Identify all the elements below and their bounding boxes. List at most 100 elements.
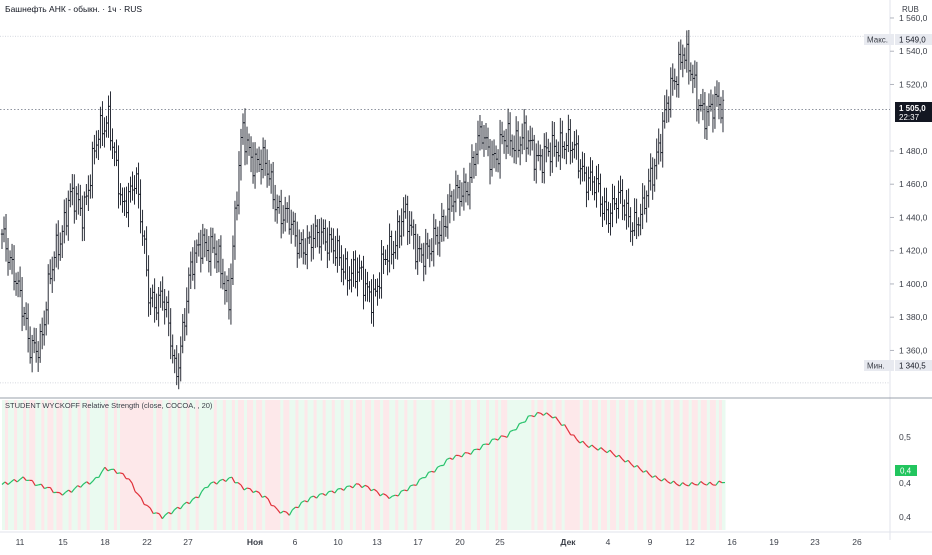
ohlc-bar [400,208,402,245]
currency-label[interactable]: RUB [902,5,919,14]
ohlc-bar [692,65,694,94]
indicator-bg-band [196,400,200,530]
indicator-bg-band [23,400,27,530]
indicator-bg-band [320,400,324,530]
ohlc-bar [83,191,85,240]
ohlc-bar [119,183,121,205]
ohlc-bar [577,135,579,178]
indicator-bg-band [187,400,191,530]
indicator-bg-band [226,400,230,530]
indicator-bg-band [522,400,526,530]
ohlc-bar [196,240,198,263]
ohlc-bar [519,136,521,165]
ohlc-bar [49,259,51,284]
ohlc-bar [304,238,306,265]
indicator-bg-band [438,400,442,530]
ohlc-bar [274,185,276,222]
ohlc-bar [214,234,216,269]
ohlc-bar [43,311,45,346]
ohlc-bar [557,142,559,162]
indicator-bg-band [208,400,212,530]
indicator-bg-band [235,400,239,530]
indicator-bg-band [389,400,393,530]
indicator-bg-band [562,400,566,530]
indicator-bg-band [501,400,505,530]
ohlc-bar [583,153,585,181]
ohlc-bar [330,228,332,253]
indicator-bg-band [63,400,67,530]
ohlc-bar [71,174,73,205]
indicator-value: 0,4 [900,467,912,476]
indicator-bg-band [114,400,118,530]
price-axis[interactable]: 1 560,01 540,01 520,01 480,01 460,01 440… [890,13,928,355]
price-tick-label: 1 420,0 [899,246,928,256]
indicator-axis[interactable]: 0,50,40,4 [899,432,911,522]
price-tick-label: 1 460,0 [899,179,928,189]
ohlc-bar [127,183,129,227]
indicator-segment [474,449,477,450]
ohlc-bar [163,289,165,325]
indicator-bg-band [543,400,547,530]
indicator-title[interactable]: STUDENT WYCKOFF Relative Strength (close… [5,401,213,410]
ohlc-bar [117,145,119,208]
ohlc-bar [220,235,222,288]
indicator-bg-band [305,400,309,530]
ohlc-bar [467,182,469,205]
ohlc-bar [141,210,143,246]
indicator-bg-band [701,400,705,530]
indicator-bg-band [577,400,581,530]
indicator-bg-band [598,400,602,530]
indicator-bg-band [707,400,711,530]
indicator-bg-band [432,400,436,530]
time-tick-label: 12 [685,537,695,547]
ohlc-bar [517,121,519,157]
indicator-bg-band [477,400,481,530]
ohlc-bar [541,149,543,183]
ohlc-bar [555,139,557,167]
ohlc-bar [306,225,308,269]
indicator-bg-band [661,400,665,530]
ohlc-bar [370,279,372,324]
indicator-bg-band [205,400,209,530]
ohlc-bar [625,190,627,230]
indicator-bg-band [102,400,106,530]
indicator-bg-band [362,400,366,530]
indicator-bg-band [81,400,85,530]
ohlc-bar [69,183,71,207]
indicator-bg-band [241,400,245,530]
ohlc-bar [87,175,89,211]
indicator-segment [271,505,274,506]
indicator-bg-band [383,400,387,530]
ohlc-bar [501,122,503,145]
ohlc-bar [184,308,186,341]
indicator-bg-band [199,400,203,530]
ohlc-bar [254,142,256,189]
ohlc-bar [547,139,549,157]
ohlc-bar [477,121,479,164]
ohlc-bar [328,221,330,261]
ohlc-bar [348,266,350,289]
indicator-tick-label: 0,5 [899,432,911,442]
ohlc-bar [13,245,15,290]
ohlc-bar [190,252,192,289]
indicator-bg-band [395,400,399,530]
indicator-bg-band [202,400,206,530]
ohlc-bar [421,243,423,263]
indicator-bg-band [637,400,641,530]
price-tick-label: 1 380,0 [899,312,928,322]
ohlc-bar [342,254,344,285]
price-tick-label: 1 560,0 [899,13,928,23]
indicator-bg-band [253,400,257,530]
ohlc-bar [639,204,641,235]
ohlc-bar [431,238,433,261]
ohlc-bar [226,276,228,303]
time-tick-label: 19 [769,537,779,547]
indicator-bg-band [132,400,136,530]
ohlc-bar [238,151,240,214]
indicator-bg-band [671,400,675,530]
indicator-bg-band [162,400,166,530]
symbol-title[interactable]: Башнефть АНК - обыкн. · 1ч · RUS [5,4,142,14]
